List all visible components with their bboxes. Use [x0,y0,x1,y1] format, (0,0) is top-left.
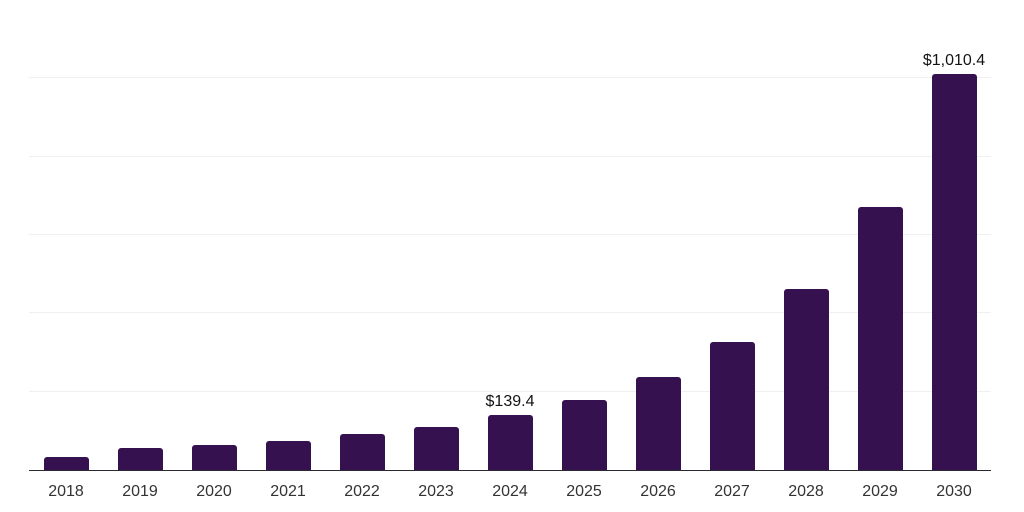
bar-2021 [265,441,311,470]
x-axis-label-2021: 2021 [270,483,306,500]
x-axis-label-2029: 2029 [862,483,898,500]
x-axis-label-2027: 2027 [714,483,750,500]
bar-2019 [117,448,163,470]
bar-2029 [857,206,903,470]
gridline-400 [29,312,991,314]
bar-2028 [783,289,829,470]
bar-2024: $139.4 [486,393,534,470]
bar-2025 [561,399,607,470]
bar-group-2022 [325,0,399,470]
x-axis-label-2020: 2020 [196,483,232,500]
bar-group-2030: $1,010.4 [917,0,991,470]
plot-area: $139.4 $1,010.4 [29,0,991,471]
x-axis-label-2018: 2018 [48,483,84,500]
x-axis-label-2019: 2019 [122,483,158,500]
bar-2018 [43,456,89,470]
bar-group-2021 [251,0,325,470]
x-axis-label-2030: 2030 [936,483,972,500]
gridline-200 [29,390,991,392]
gridline-1000 [29,77,991,79]
bar-2026 [635,376,681,470]
bar-series: $139.4 $1,010.4 [29,0,991,470]
bar-group-2028 [769,0,843,470]
x-axis-label-2026: 2026 [640,483,676,500]
bar-2022 [339,434,385,470]
bar-group-2020 [177,0,251,470]
bar-group-2025 [547,0,621,470]
x-axis-label-2022: 2022 [344,483,380,500]
bar-2023 [413,426,459,470]
x-axis-line [29,469,991,471]
bar-2020 [191,445,237,470]
bar-group-2024: $139.4 [473,0,547,470]
x-axis-label-2024: 2024 [492,483,528,500]
bar-group-2019 [103,0,177,470]
bar-group-2029 [843,0,917,470]
x-axis-label-2025: 2025 [566,483,602,500]
bar-group-2026 [621,0,695,470]
bar-group-2027 [695,0,769,470]
bar-value-label-2030: $1,010.4 [922,52,986,70]
gridline-600 [29,234,991,235]
bar-group-2018 [29,0,103,470]
bar-group-2023 [399,0,473,470]
bar-2027 [709,341,755,470]
bar-value-label-2024: $139.4 [485,393,535,411]
x-axis-label-2028: 2028 [788,483,824,500]
bar-2030: $1,010.4 [923,52,985,470]
x-axis-labels: 2018 2019 2020 2021 2022 2023 2024 2025 2026 2027… [29,483,991,501]
gridline-800 [29,155,991,157]
x-axis-label-2023: 2023 [418,483,454,500]
